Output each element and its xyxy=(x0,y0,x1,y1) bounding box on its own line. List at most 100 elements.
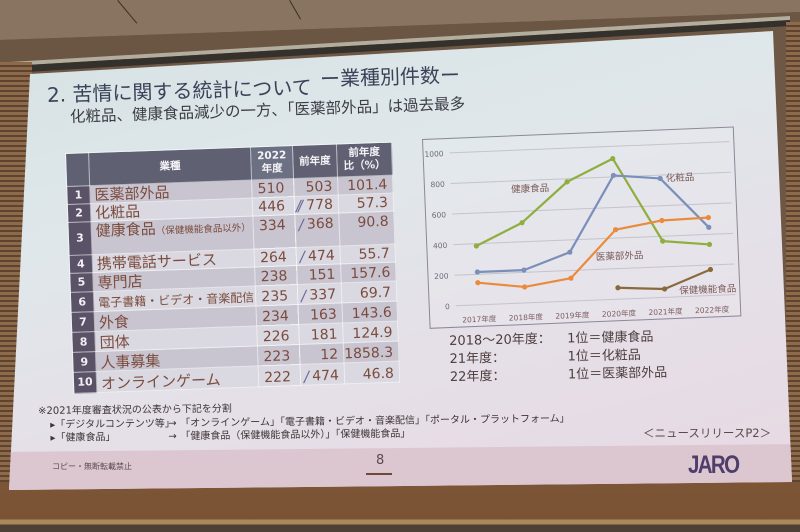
note-to: 「健康食品（保健機能食品以外）」「保健機能食品」 xyxy=(180,428,411,443)
pen-mark: // xyxy=(295,196,301,215)
series-line xyxy=(477,174,710,274)
table-container: 業種 2022 年度 前年度 前年度 比（%） 1 医薬部外品 510 503 10… xyxy=(65,142,400,394)
arrow-right-icon: → xyxy=(168,417,177,429)
y-tick-label: 200 xyxy=(434,271,449,281)
rank-cell: 10 xyxy=(73,371,97,394)
category-name: 健康食品 xyxy=(95,219,157,240)
data-point xyxy=(706,241,713,248)
ratio-cell: 157.6 xyxy=(340,262,397,283)
arrow-right-icon: → xyxy=(168,431,177,443)
data-point xyxy=(705,214,711,221)
rank-cell: 5 xyxy=(69,272,94,293)
rank-cell: 3 xyxy=(67,221,93,256)
header-ratio-line2: 比（%） xyxy=(343,158,386,173)
gridline xyxy=(450,171,731,184)
ratio-cell: 57.3 xyxy=(338,193,394,213)
ranking-period: 22年度： xyxy=(449,368,506,385)
previous-count-cell: 778 xyxy=(294,194,339,215)
y-tick-label: 1000 xyxy=(424,149,444,159)
x-tick-label: 2020年度 xyxy=(602,308,637,319)
data-point xyxy=(522,284,528,290)
fy2022-count: 235 xyxy=(261,288,289,306)
ratio-cell: 1858.3 xyxy=(343,340,399,363)
x-tick-label: 2022年度 xyxy=(695,304,730,315)
page-number-underline xyxy=(366,473,392,475)
fy2022-count-cell: 234 xyxy=(255,304,299,326)
x-tick-label: 2019年度 xyxy=(555,309,590,320)
header-fy2022-year: 2022 xyxy=(256,149,287,163)
data-point xyxy=(519,220,525,226)
chart-plot-area: 0 200 400 600 800 1000 2017年度 2018年度 2019年度 2020年… xyxy=(424,141,736,325)
fy2022-count: 510 xyxy=(257,180,285,198)
ranking-result: 1位＝健康食品 xyxy=(566,329,654,347)
complaints-by-category-table: 業種 2022 年度 前年度 前年度 比（%） 1 医薬部外品 510 503 10… xyxy=(65,142,400,394)
note-from: ▸「健康食品」 xyxy=(50,432,116,444)
data-point xyxy=(610,172,617,179)
data-point xyxy=(521,267,527,273)
fy2022-count: 446 xyxy=(257,198,286,216)
source-reference: ＜ニュースリリースP2＞ xyxy=(643,426,772,440)
ratio-cell: 46.8 xyxy=(343,360,400,384)
header-ratio-line1: 前年度 xyxy=(348,146,381,160)
ratio-cell: 69.7 xyxy=(341,281,397,303)
data-point xyxy=(568,275,574,281)
fy2022-count-cell: 222/ xyxy=(258,364,306,387)
header-previous-year: 前年度 xyxy=(292,144,338,179)
page-number: 8 xyxy=(376,453,385,468)
gridline xyxy=(453,232,734,246)
y-tick-label: 600 xyxy=(432,210,447,220)
fy2022-count-cell: 264/ xyxy=(253,247,302,267)
category-note: （保健機能食品以外） xyxy=(155,222,251,237)
header-rank xyxy=(65,152,90,187)
data-point xyxy=(475,280,481,286)
data-point xyxy=(660,238,666,244)
previous-count-cell: 181 xyxy=(298,322,344,345)
fy2022-count-cell: 238 xyxy=(254,265,298,286)
ratio-cell: 143.6 xyxy=(341,301,398,323)
ratio-cell: 124.9 xyxy=(342,320,399,343)
series-label-quasi-drugs: 医薬部外品 xyxy=(595,250,644,264)
data-point xyxy=(659,217,665,224)
gridline xyxy=(449,141,730,154)
series-label-health-food: 健康食品 xyxy=(510,182,550,196)
ranking-line: 22年度： 1位＝医薬部外品 xyxy=(450,364,668,387)
rank-cell: 6 xyxy=(70,291,95,313)
fy2022-count: 334 xyxy=(258,217,286,235)
x-tick-label: 2018年度 xyxy=(509,311,544,322)
fy2022-count-cell: 510 xyxy=(251,178,295,198)
previous-count-cell: 337 xyxy=(297,282,342,305)
data-point xyxy=(567,249,573,255)
previous-count-cell: 474 xyxy=(300,362,345,386)
fy2022-count-cell: 223 xyxy=(257,344,301,366)
y-tick-label: 800 xyxy=(430,180,445,190)
fy2022-count-cell: 446 // xyxy=(252,196,300,216)
series-line xyxy=(475,157,710,247)
ranking-summary: 2018～20年度： 1位＝健康食品 21年度： 1位＝化粧品 22年度： 1位… xyxy=(449,328,667,387)
previous-count-cell: 503 xyxy=(293,177,339,197)
rank-cell: 8 xyxy=(71,331,96,353)
data-point xyxy=(706,224,712,230)
previous-count-cell: 368 xyxy=(294,212,340,248)
slide-footer-band xyxy=(9,444,792,490)
previous-count-cell: 151 xyxy=(296,263,342,285)
data-point xyxy=(612,227,619,233)
data-point xyxy=(707,266,714,273)
data-point xyxy=(610,156,616,162)
ranking-result: 1位＝医薬部外品 xyxy=(567,365,668,383)
jaro-logo: JARO xyxy=(688,451,740,479)
data-point xyxy=(662,286,668,292)
data-point xyxy=(657,175,663,182)
rank-cell: 1 xyxy=(66,185,91,205)
ratio-cell: 90.8 xyxy=(338,211,395,246)
data-point xyxy=(473,243,479,249)
series-label-cosmetics: 化粧品 xyxy=(665,172,695,185)
x-tick-label: 2017年度 xyxy=(462,313,497,324)
fy2022-count: 238 xyxy=(260,268,288,286)
series-line xyxy=(477,216,709,289)
data-point xyxy=(474,269,480,275)
previous-count-cell: 12 xyxy=(299,342,344,365)
complaints-trend-line-chart: 0 200 400 600 800 1000 2017年度 2018年度 2019年度 2020年… xyxy=(422,126,742,329)
slide-title-tag: ー業種別件数ー xyxy=(319,62,461,91)
notes-block: ※2021年度審査状況の公表から下記を分割 ▸「デジタルコンテンツ等」 → 「オ… xyxy=(38,399,570,446)
